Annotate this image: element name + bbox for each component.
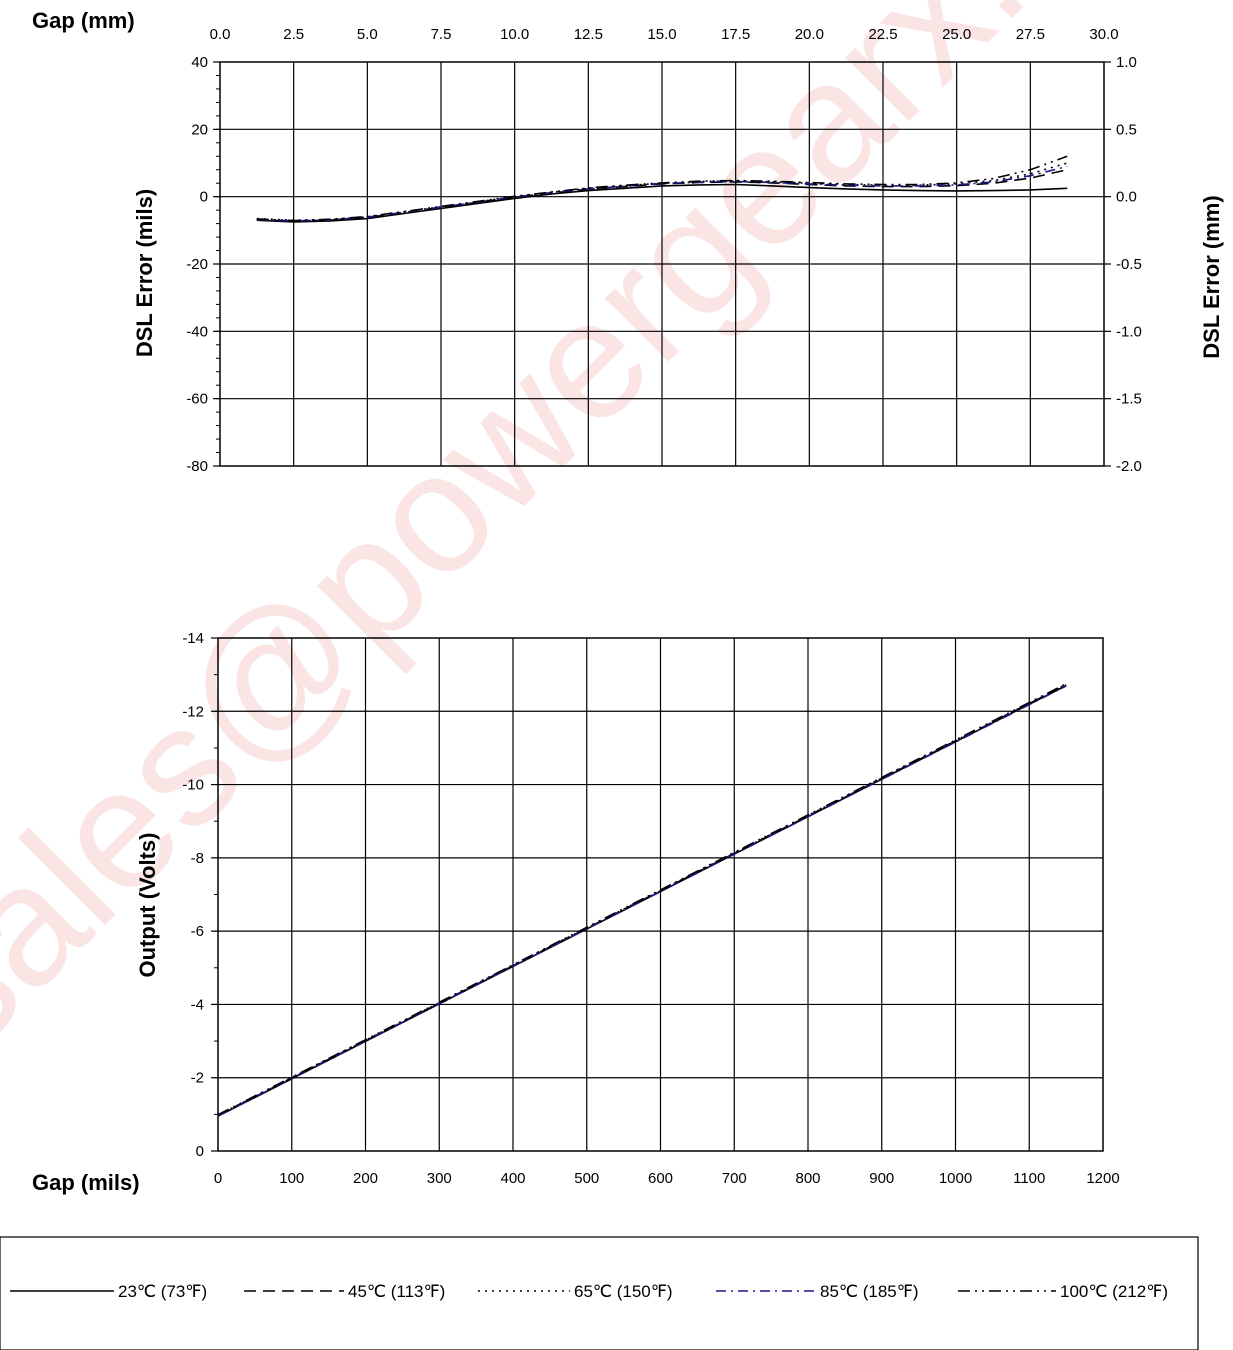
error-left-y-tick-label: -20 (186, 256, 208, 273)
error-left-y-tick-label: 40 (191, 54, 208, 71)
output-x-tick-label: 700 (722, 1170, 747, 1187)
error-top-x-tick-label: 2.5 (283, 26, 304, 43)
error-right-y-tick-label: 1.0 (1116, 54, 1137, 71)
error-left-y-tick-label: 20 (191, 121, 208, 138)
error-plot-frame (219, 61, 1105, 467)
output-x-tick-label: 400 (500, 1170, 525, 1187)
output-x-tick-label: 500 (574, 1170, 599, 1187)
error-top-x-tick-label: 7.5 (431, 26, 452, 43)
error-top-x-tick-labels: 0.0 2.5 5.0 7.5 10.0 12.5 15.0 17.5 20.0 22.5 25.0… (210, 26, 1119, 43)
output-y-tick-label: -6 (191, 923, 204, 940)
output-plot-frame (217, 637, 1104, 1152)
error-series-line-5 (256, 155, 1068, 222)
error-series-line-1 (256, 183, 1068, 223)
error-top-x-tick-label: 5.0 (357, 26, 378, 43)
output-y-tick-label: -8 (191, 850, 204, 867)
error-right-y-tick-label: 0.5 (1116, 121, 1137, 138)
error-right-y-tick-labels: 1.0 0.5 0.0 -0.5 -1.0 -1.5 -2.0 (1116, 54, 1142, 475)
legend-label-3: 65℃ (150℉) (574, 1282, 673, 1301)
output-y-tick-label: -10 (182, 777, 204, 794)
output-x-tick-label: 100 (279, 1170, 304, 1187)
error-top-x-tick-label: 12.5 (574, 26, 603, 43)
output-x-axis-title: Gap (mils) (32, 1170, 140, 1195)
error-top-x-tick-label: 17.5 (721, 26, 750, 43)
error-right-y-tick-label: -1.5 (1116, 391, 1142, 408)
error-left-y-tick-label: -40 (186, 323, 208, 340)
output-y-axis-title: Output (Volts) (135, 833, 160, 978)
output-x-tick-label: 1100 (1013, 1170, 1045, 1187)
output-y-tick-label: -2 (191, 1070, 204, 1087)
output-y-tick-label: -14 (182, 630, 204, 647)
legend-label-2: 45℃ (113℉) (348, 1282, 445, 1301)
output-y-tick-label: 0 (196, 1143, 204, 1160)
legend-box (0, 1236, 1199, 1350)
output-x-tick-label: 1200 (1086, 1170, 1119, 1187)
output-x-tick-label: 0 (214, 1170, 222, 1187)
error-chart: 0.0 2.5 5.0 7.5 10.0 12.5 15.0 17.5 20.0 22.5 25.0… (32, 8, 1224, 475)
error-left-y-tick-label: -80 (186, 458, 208, 475)
error-left-y-tick-label: 0 (200, 189, 208, 206)
error-right-y-tick-label: -0.5 (1116, 256, 1142, 273)
error-top-x-tick-label: 0.0 (210, 26, 231, 43)
error-right-y-tick-label: 0.0 (1116, 189, 1137, 206)
error-left-y-tick-labels: 40 20 0 -20 -40 -60 -80 (186, 54, 208, 475)
legend-label-1: 23℃ (73℉) (118, 1282, 207, 1301)
error-right-y-tick-label: -1.0 (1116, 323, 1142, 340)
output-x-tick-label: 900 (869, 1170, 894, 1187)
output-x-tick-label: 1000 (939, 1170, 972, 1187)
error-top-x-tick-label: 25.0 (942, 26, 971, 43)
error-series-lines (256, 155, 1068, 223)
output-series-lines (217, 683, 1067, 1117)
output-x-tick-label: 300 (427, 1170, 452, 1187)
legend-label-4: 85℃ (185℉) (820, 1282, 919, 1301)
error-right-y-axis-title: DSL Error (mm) (1199, 195, 1224, 358)
output-chart-grid (218, 638, 1103, 1151)
output-x-tick-labels: 0 100 200 300 400 500 600 700 800 900 1000 1100 1200 (214, 1170, 1120, 1187)
output-x-tick-label: 200 (353, 1170, 378, 1187)
error-right-y-tick-label: -2.0 (1116, 458, 1142, 475)
legend-label-5: 100℃ (212℉) (1060, 1282, 1168, 1301)
output-y-tick-label: -4 (191, 996, 204, 1013)
output-series-line-5 (217, 683, 1067, 1116)
legend: 23℃ (73℉) 45℃ (113℉) 65℃ (150℉) 85℃ (185℉) 1… (0, 1236, 1199, 1350)
output-series-line-4 (217, 685, 1067, 1117)
error-top-x-tick-label: 22.5 (868, 26, 897, 43)
output-x-tick-label: 600 (648, 1170, 673, 1187)
error-top-x-axis-title: Gap (mm) (32, 8, 135, 33)
output-y-tick-labels: -14 -12 -10 -8 -6 -4 -2 0 (182, 630, 204, 1160)
error-top-x-tick-label: 20.0 (795, 26, 824, 43)
watermark: sales@powergearx.com (0, 0, 1233, 1086)
output-x-tick-label: 800 (795, 1170, 820, 1187)
error-top-x-tick-label: 15.0 (647, 26, 676, 43)
error-chart-grid (220, 62, 1104, 466)
output-y-tick-label: -12 (182, 703, 204, 720)
watermark-text: sales@powergearx.com (0, 0, 1233, 1086)
error-top-x-tick-label: 30.0 (1089, 26, 1118, 43)
error-top-x-tick-label: 10.0 (500, 26, 529, 43)
error-left-y-axis-title: DSL Error (mils) (132, 189, 157, 357)
error-left-y-tick-label: -60 (186, 391, 208, 408)
output-chart: 0 100 200 300 400 500 600 700 800 900 1000 1100 1200… (32, 630, 1120, 1195)
error-top-x-tick-label: 27.5 (1016, 26, 1045, 43)
